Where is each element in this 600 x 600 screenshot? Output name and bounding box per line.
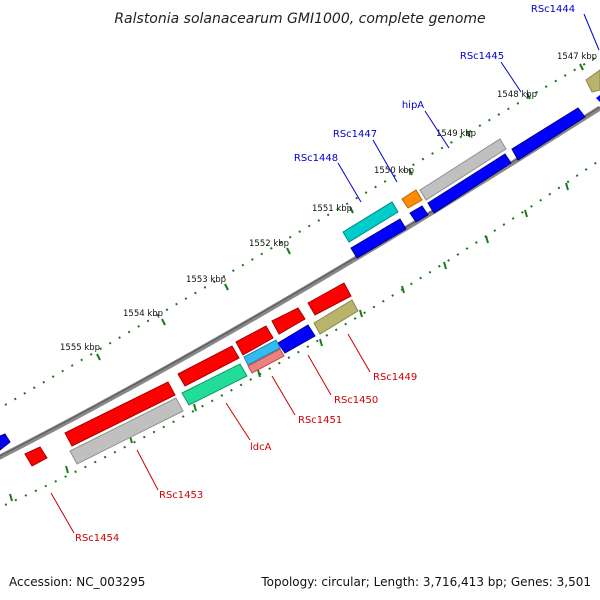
- gene-arrow: [350, 218, 407, 259]
- gene-arrow: [596, 95, 600, 102]
- gene-arrow: [0, 433, 11, 451]
- topology-text: Topology: circular; Length: 3,716,413 bp…: [260, 575, 591, 589]
- gene-arrow: [313, 299, 359, 335]
- reverse-label-leaders: [337, 13, 600, 203]
- forward-strand-genes: [0, 282, 359, 467]
- gene-label-rsc1444: RSc1444: [531, 4, 575, 15]
- gene-label-rsc1449: RSc1449: [373, 372, 417, 383]
- outer-major-ticks: [96, 63, 584, 361]
- map-title: Ralstonia solanacearum GMI1000, complete…: [114, 11, 485, 27]
- gene-label-rsc1453: RSc1453: [159, 490, 203, 501]
- inner-major-ticks: [9, 182, 569, 502]
- gene-arrow: [401, 189, 423, 209]
- gene-label-rsc1447: RSc1447: [333, 129, 377, 140]
- gene-arrow: [243, 339, 281, 366]
- gene-label-rsc1445: RSc1445: [460, 51, 504, 62]
- accession-text: Accession: NC_003295: [9, 575, 145, 589]
- tick-label-1551: 1551 kbp: [312, 204, 352, 214]
- gene-arrow: [307, 282, 352, 316]
- tick-label-1549: 1549 kbp: [436, 129, 476, 139]
- tick-label-1553: 1553 kbp: [186, 275, 226, 285]
- gene-arrow: [585, 69, 600, 93]
- tick-label-1555: 1555 kbp: [60, 343, 100, 353]
- gene-arrow: [342, 201, 399, 243]
- gene-arrow: [511, 107, 586, 161]
- gene-arrow: [181, 363, 248, 406]
- genome-backbone: [0, 105, 600, 460]
- tick-label-1550: 1550 kbp: [374, 166, 414, 176]
- reverse-strand-genes: [342, 69, 600, 259]
- gene-arrow: [277, 324, 316, 354]
- gene-arrow: [177, 345, 240, 387]
- outer-tick-ring: [4, 54, 600, 406]
- gene-arrow: [235, 325, 274, 356]
- gene-label-rsc1451: RSc1451: [298, 415, 342, 426]
- tick-label-1554: 1554 kbp: [123, 309, 163, 319]
- gene-label-rsc1450: RSc1450: [334, 395, 378, 406]
- gene-arrow: [419, 138, 507, 201]
- tick-label-1547: 1547 kbp: [557, 52, 597, 62]
- tick-label-1552: 1552 kbp: [249, 239, 289, 249]
- forward-label-leaders: [50, 333, 371, 534]
- gene-arrow: [247, 348, 285, 374]
- gene-arrow: [427, 153, 512, 214]
- gene-label-hipa: hipA: [402, 100, 424, 111]
- gene-arrow: [64, 381, 176, 447]
- gene-arrow: [409, 205, 429, 223]
- gene-label-ldca: ldcA: [250, 442, 272, 453]
- gene-arrow: [69, 397, 184, 465]
- gene-label-rsc1448: RSc1448: [294, 153, 338, 164]
- tick-label-1548: 1548 kbp: [497, 90, 537, 100]
- gene-label-rsc1454: RSc1454: [75, 533, 119, 544]
- gene-arrow: [24, 446, 48, 467]
- gene-arrow: [271, 307, 306, 335]
